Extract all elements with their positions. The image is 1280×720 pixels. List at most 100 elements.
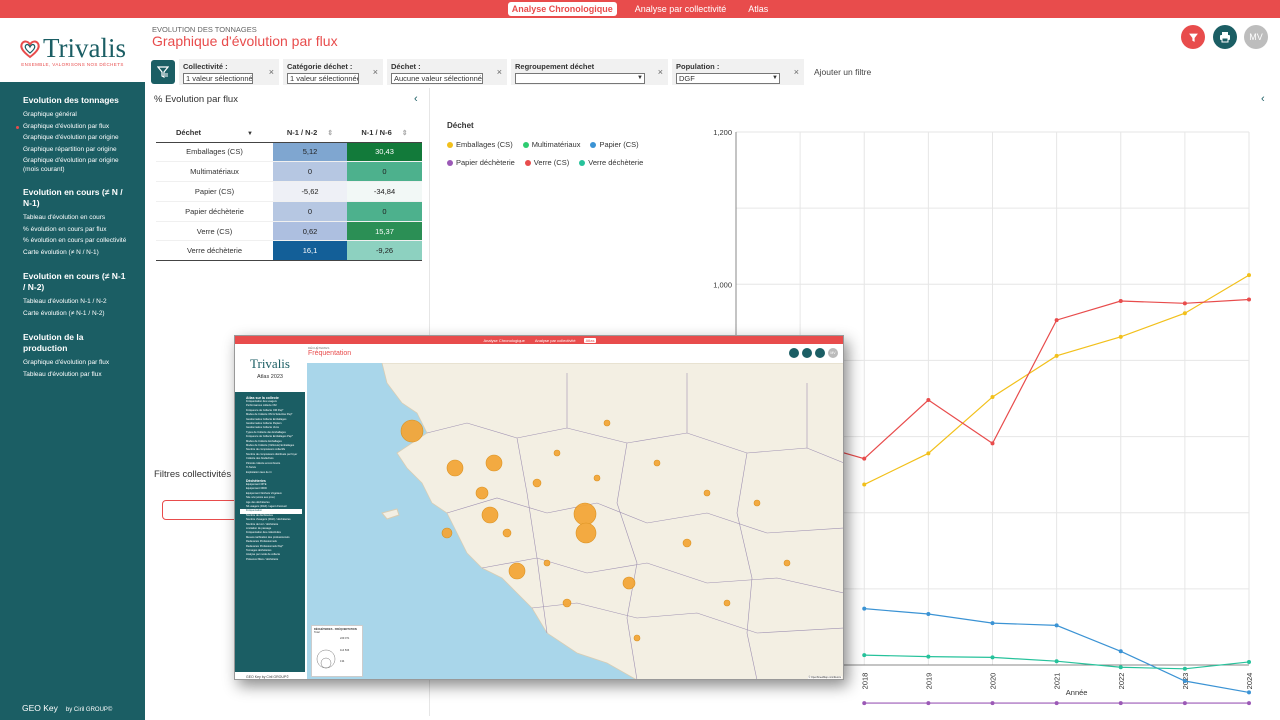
- filter-value[interactable]: 1 valeur sélectionnée: [287, 73, 359, 84]
- filter-toggle-button[interactable]: [151, 60, 175, 84]
- data-point: [926, 451, 931, 456]
- overlay-footer: GEO Key by Ciril GROUP©: [235, 672, 305, 679]
- density-bubbles: [400, 419, 791, 642]
- filter-dechet[interactable]: Déchet : Aucune valeur sélectionnée ×: [387, 59, 507, 85]
- chevron-down-icon: ▼: [772, 75, 778, 81]
- column-header-n1-n6[interactable]: N-1 / N-6 ⇕: [347, 124, 422, 143]
- logo[interactable]: Trivalis ENSEMBLE, VALORISONS NOS DÉCHET…: [0, 18, 145, 82]
- nav-item-evolution-mois-courant[interactable]: Graphique d'évolution par origine (mois …: [23, 157, 119, 173]
- panel-title: % Evolution par flux: [154, 94, 238, 105]
- add-filter-link[interactable]: Ajouter un filtre: [814, 67, 872, 77]
- nav-item-carte-n1-n2[interactable]: Carte évolution (≠ N-1 / N-2): [23, 309, 105, 317]
- filter-value[interactable]: Aucune valeur sélectionnée: [391, 73, 483, 84]
- data-point: [1182, 311, 1187, 316]
- collapse-icon[interactable]: ‹: [414, 93, 418, 105]
- page-header: EVOLUTION DES TONNAGES Graphique d'évolu…: [152, 25, 338, 49]
- filter-population[interactable]: Population : DGF ▼ ×: [672, 59, 804, 85]
- geokey-label: GEO Key: [22, 703, 58, 713]
- nav-item-evolution-par-flux[interactable]: Graphique d'évolution par flux: [16, 121, 127, 133]
- overlay-list-item: Analyse par mode de collecte: [246, 553, 281, 557]
- overlay-list-item: Fréquentation des usagers: [246, 400, 277, 403]
- filter-collectivite[interactable]: Collectivité : 1 valeur sélectionnée ×: [179, 59, 279, 85]
- tab-atlas[interactable]: Atlas: [748, 4, 769, 14]
- data-point: [1118, 649, 1123, 654]
- overlay-list-item: Mesure tarification des professionnels: [246, 535, 290, 539]
- data-point: [1054, 701, 1059, 706]
- overlay-list-item: Tonnages déchèteries: [246, 549, 272, 552]
- legend-item[interactable]: Papier (CS): [590, 140, 639, 149]
- x-tick-label: 2020: [989, 673, 998, 690]
- overlay-list-item: Nombre de km² / déchèterie: [246, 522, 279, 526]
- filter-select[interactable]: ▼: [515, 73, 645, 84]
- commune-borders: [426, 373, 843, 679]
- filter-button[interactable]: [1181, 25, 1205, 49]
- legend-label: Papier déchèterie: [456, 158, 515, 167]
- nav-item-pct-par-flux[interactable]: % évolution en cours par flux: [23, 225, 107, 233]
- legend-item[interactable]: Emballages (CS): [447, 140, 513, 149]
- overlay-atlas-year: Atlas 2023: [257, 374, 283, 380]
- legend-item[interactable]: Verre déchèterie: [579, 158, 643, 167]
- legend-item[interactable]: Multimatériaux: [522, 140, 580, 149]
- collectivity-filters-title: Filtres collectivités: [154, 469, 232, 480]
- nav-item-repartition-par-origine[interactable]: Graphique répartition par origine: [23, 145, 117, 153]
- tab-analyse-par-collectivite[interactable]: Analyse par collectivité: [634, 4, 727, 14]
- overlay-logo-text: Trivalis: [250, 356, 290, 371]
- user-avatar[interactable]: MV: [1244, 25, 1268, 49]
- legend-item[interactable]: Papier déchèterie: [447, 158, 515, 167]
- map-drawing: [381, 363, 843, 679]
- x-tick-label: 2019: [924, 673, 933, 690]
- overlay-list-item: Types de Collecte des Emballages: [246, 430, 286, 434]
- close-icon[interactable]: ×: [496, 67, 502, 77]
- print-button[interactable]: [1213, 25, 1237, 49]
- column-header-dechet[interactable]: Déchet ▼: [156, 124, 273, 143]
- data-point: [926, 654, 931, 659]
- nav-item-tableau-en-cours[interactable]: Tableau d'évolution en cours: [23, 214, 106, 221]
- nav-item-graphique-general[interactable]: Graphique général: [23, 111, 77, 118]
- legend-title: Déchet: [447, 121, 474, 130]
- data-point: [990, 621, 995, 626]
- overlay-header: DÉCHÈTERIES Fréquentation: [308, 346, 351, 357]
- filter-categorie-dechet[interactable]: Catégorie déchet : 1 valeur sélectionnée…: [283, 59, 383, 85]
- row-label: Papier déchèterie: [156, 201, 273, 222]
- legend-dot-icon: [579, 159, 586, 166]
- overlay-list-item: Modes de Collecte Emballages: [246, 439, 282, 443]
- logo-text: Trivalis: [42, 33, 127, 63]
- nav-item-prod-graphique[interactable]: Graphique d'évolution par flux: [23, 359, 110, 366]
- nav-item-tableau-n1-n2[interactable]: Tableau d'évolution N-1 / N-2: [23, 298, 107, 305]
- data-point: [1247, 701, 1251, 706]
- chevron-down-icon: ▼: [637, 75, 643, 81]
- overlay-list-item: Âge des déchèteries: [246, 500, 270, 504]
- row-label: Multimatériaux: [156, 161, 273, 183]
- geokey-footer: GEO Key by Ciril GROUP©: [22, 703, 112, 713]
- overlay-tab: Analyse par collectivité: [534, 337, 576, 343]
- filter-regroupement-dechet[interactable]: Regroupement déchet ▼ ×: [511, 59, 668, 85]
- nav-item-carte-evolution-n1[interactable]: Carte évolution (≠ N / N-1): [23, 248, 99, 256]
- filter-select[interactable]: DGF ▼: [676, 73, 780, 84]
- data-point: [1118, 299, 1123, 304]
- close-icon[interactable]: ×: [372, 67, 378, 77]
- tab-analyse-chronologique[interactable]: Analyse Chronologique: [507, 2, 617, 16]
- map-legend-value: 229 071: [340, 637, 350, 640]
- data-point: [990, 441, 995, 446]
- sort-icon: ⇕: [327, 130, 334, 138]
- cell-n1-n6: -9,26: [347, 240, 422, 262]
- legend-label: Papier (CS): [599, 140, 639, 149]
- nav-item-pct-par-collectivite[interactable]: % évolution en cours par collectivité: [23, 237, 127, 244]
- map-view: DÉCHÈTERIES - FRÉQUENTATION Total 229 07…: [307, 363, 843, 679]
- close-icon[interactable]: ×: [268, 67, 274, 77]
- y-tick-label: 1,000: [713, 280, 732, 289]
- map-legend-subtitle: Total: [314, 631, 320, 634]
- overlay-list: Fréquentation des usagers Performances co…: [235, 400, 305, 475]
- legend-dot-icon: [590, 141, 597, 148]
- column-header-label: N-1 / N-2: [286, 128, 318, 138]
- overlay-list-item: Équipement DITE: [246, 482, 267, 486]
- collapse-icon[interactable]: ‹: [1261, 93, 1265, 105]
- filter-value[interactable]: 1 valeur sélectionnée: [183, 73, 253, 84]
- column-header-n1-n2[interactable]: N-1 / N-2 ⇕: [273, 124, 347, 143]
- nav-item-prod-tableau[interactable]: Tableau d'évolution par flux: [23, 370, 102, 378]
- table-row: Verre (CS) 0,62 15,37: [156, 221, 422, 242]
- nav-item-evolution-par-origine[interactable]: Graphique d'évolution par origine: [23, 134, 119, 141]
- close-icon[interactable]: ×: [657, 67, 663, 77]
- close-icon[interactable]: ×: [793, 67, 799, 77]
- legend-item[interactable]: Verre (CS): [524, 158, 569, 167]
